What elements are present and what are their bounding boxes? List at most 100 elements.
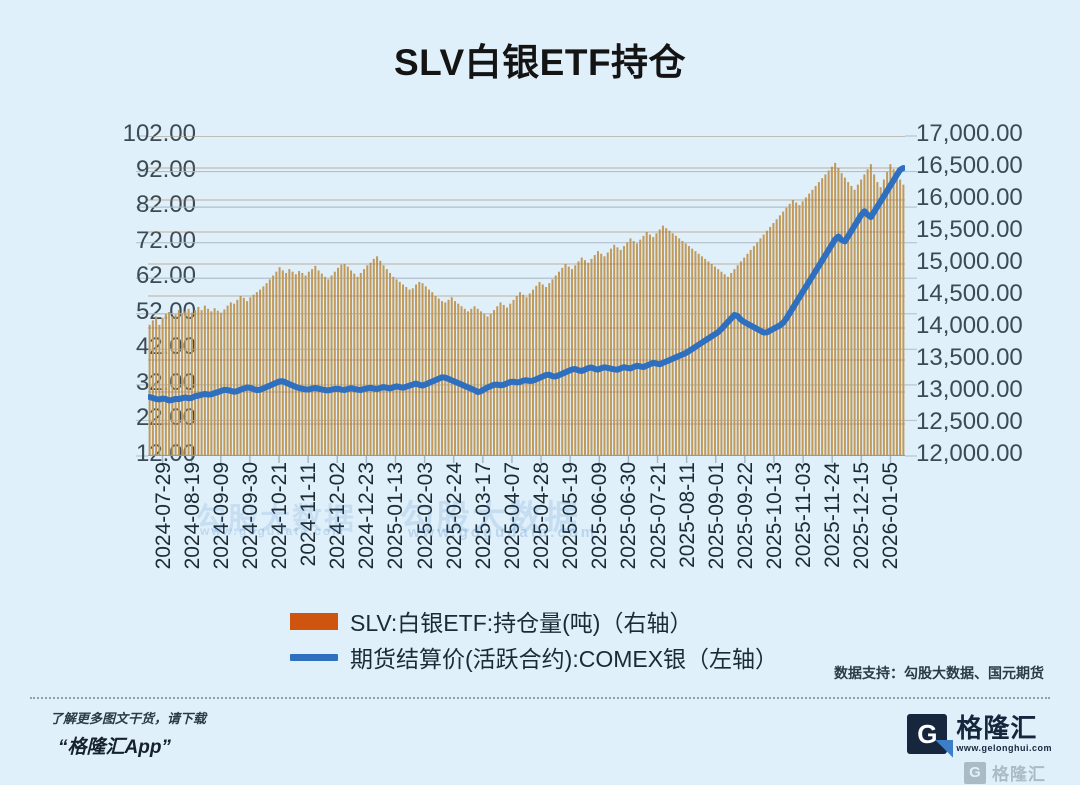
bar xyxy=(756,242,759,456)
bar xyxy=(704,258,707,456)
bar xyxy=(223,309,226,456)
bar xyxy=(502,304,505,456)
bar xyxy=(148,324,151,456)
bar xyxy=(171,316,174,456)
bar xyxy=(596,251,599,456)
bar xyxy=(476,308,479,456)
footer-promo-line2: “格隆汇App” xyxy=(58,737,171,758)
bar xyxy=(207,308,210,456)
bar xyxy=(694,251,697,456)
x-tick: 2025-09-22 xyxy=(733,462,757,570)
legend-item-slv[interactable]: SLV:白银ETF:持仓量(吨)（右轴） xyxy=(290,606,930,636)
footer-divider xyxy=(30,697,1050,699)
bar xyxy=(275,271,278,456)
bar xyxy=(876,182,879,456)
bar xyxy=(778,215,781,456)
bar xyxy=(655,233,658,456)
x-tick: 2026-01-05 xyxy=(879,462,903,570)
bar xyxy=(161,317,164,456)
bar xyxy=(648,234,651,456)
legend-swatch-bar-icon xyxy=(290,612,338,630)
y-tick-right: 15,500.00 xyxy=(916,216,1023,243)
bar xyxy=(330,275,333,456)
bar xyxy=(843,177,846,456)
bar xyxy=(278,267,281,456)
bar xyxy=(707,261,710,456)
chart-svg xyxy=(148,136,905,456)
bar xyxy=(265,283,268,456)
x-tick: 2024-08-19 xyxy=(180,462,204,570)
bar xyxy=(480,311,483,456)
y-tick-left: 92.00 xyxy=(135,155,196,183)
bar xyxy=(262,286,265,456)
bar xyxy=(603,256,606,456)
bar xyxy=(151,320,154,456)
bar xyxy=(213,308,216,456)
bar xyxy=(233,303,236,456)
bar xyxy=(551,279,554,456)
y-tick-left: 102.00 xyxy=(122,120,196,147)
bar xyxy=(769,226,772,456)
bar xyxy=(782,211,785,456)
bar xyxy=(203,305,206,456)
bar xyxy=(392,276,395,456)
bar xyxy=(808,193,811,456)
bar xyxy=(353,273,356,456)
x-tick: 2024-09-09 xyxy=(209,462,233,570)
bar xyxy=(661,225,664,456)
bar xyxy=(798,205,801,456)
bar xyxy=(411,288,414,456)
bar xyxy=(609,248,612,456)
x-tick: 2025-03-17 xyxy=(471,462,495,570)
bar xyxy=(811,189,814,456)
y-tick-right: 17,000.00 xyxy=(916,120,1023,147)
bar xyxy=(304,275,307,456)
bar xyxy=(785,207,788,456)
bar xyxy=(801,201,804,456)
bar xyxy=(359,272,362,456)
bar xyxy=(356,276,359,456)
bar xyxy=(467,311,470,456)
bar xyxy=(333,271,336,456)
legend-label-comex: 期货结算价(活跃合约):COMEX银（左轴） xyxy=(350,646,779,672)
bar xyxy=(830,166,833,456)
bar xyxy=(772,223,775,456)
y-tick-right: 16,500.00 xyxy=(916,152,1023,179)
bar xyxy=(421,283,424,456)
bar xyxy=(434,296,437,456)
bar xyxy=(827,170,830,456)
bar xyxy=(285,272,288,456)
bar xyxy=(847,182,850,456)
bar xyxy=(372,258,375,456)
bar xyxy=(834,162,837,456)
bar xyxy=(281,270,284,456)
bar xyxy=(424,286,427,456)
x-tick: 2025-02-03 xyxy=(413,462,437,570)
bar xyxy=(759,238,762,456)
bar xyxy=(713,266,716,456)
bar xyxy=(652,237,655,456)
bar xyxy=(220,312,223,456)
bar xyxy=(720,271,723,456)
x-tick: 2025-04-28 xyxy=(530,462,554,570)
bar xyxy=(629,238,632,456)
bar xyxy=(795,202,798,456)
bar xyxy=(665,228,668,456)
bar xyxy=(531,289,534,456)
bar xyxy=(775,219,778,456)
bar xyxy=(210,311,213,456)
bar xyxy=(600,253,603,456)
bar xyxy=(168,312,171,456)
bar xyxy=(405,287,408,456)
bar xyxy=(197,306,200,456)
bar xyxy=(895,174,898,456)
bar xyxy=(671,233,674,456)
bar xyxy=(379,260,382,456)
y-tick-right: 15,000.00 xyxy=(916,248,1023,275)
bar xyxy=(723,274,726,456)
bar xyxy=(886,171,889,456)
bar xyxy=(752,246,755,456)
bar xyxy=(376,256,379,456)
legend-item-comex[interactable]: 期货结算价(活跃合约):COMEX银（左轴） xyxy=(290,642,930,672)
chart-legend: SLV:白银ETF:持仓量(吨)（右轴） 期货结算价(活跃合约):COMEX银（… xyxy=(290,606,930,678)
